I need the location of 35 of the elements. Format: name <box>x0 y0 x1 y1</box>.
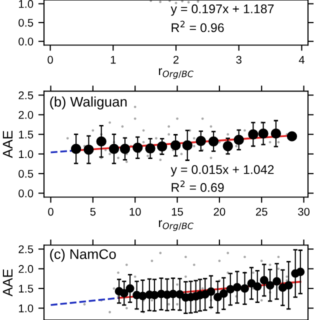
y-tick-label: 2.0 <box>18 111 34 119</box>
y-tick-label: 1.0 <box>18 304 34 312</box>
x-tick-label: 30 <box>298 208 310 216</box>
x-axis-title: r$_{Org/BC}$ <box>158 220 194 231</box>
y-tick-label: 2.5 <box>18 245 34 254</box>
chart-title: (b) Waliguan <box>50 96 127 110</box>
annotation: R$^{2}$ = 0.69 <box>172 180 224 192</box>
y-axis-title: AAE <box>2 269 12 296</box>
y-tick-label: 2.0 <box>18 265 34 273</box>
y-axis-title: AAE <box>2 130 12 158</box>
annotation: R$^{2}$ = 0.96 <box>172 20 224 32</box>
y-tick-label: 2.5 <box>18 91 34 100</box>
y-tick-label: 1.5 <box>18 130 34 138</box>
x-tick-label: 25 <box>256 208 268 216</box>
x-tick-label: 20 <box>214 208 226 216</box>
x-tick-label: 3 <box>236 56 242 64</box>
x-tick-label: 2 <box>173 56 179 64</box>
x-tick-label: 0 <box>48 56 53 64</box>
x-tick-label: 1 <box>110 56 116 64</box>
y-tick-label: 1.5 <box>18 284 34 293</box>
annotation: y = 0.197x + 1.187 <box>170 4 274 16</box>
y-tick-label: 0.5 <box>18 170 34 178</box>
y-tick-label: 0.0 <box>18 38 34 46</box>
chart-title: (c) NamCo <box>50 248 116 262</box>
x-tick-label: 10 <box>130 208 141 216</box>
y-tick-label: 1.0 <box>18 150 34 158</box>
x-axis-title: r$_{Org/BC}$ <box>158 68 194 79</box>
y-tick-label: 1.0 <box>18 0 34 8</box>
x-tick-label: 5 <box>90 208 96 216</box>
x-tick-label: 15 <box>172 208 183 216</box>
x-tick-label: 0 <box>48 208 54 216</box>
y-tick-label: 0.5 <box>18 18 34 27</box>
annotation: y = 0.015x + 1.042 <box>170 165 274 176</box>
y-tick-label: 0.0 <box>18 189 34 198</box>
x-tick-label: 4 <box>298 56 304 64</box>
